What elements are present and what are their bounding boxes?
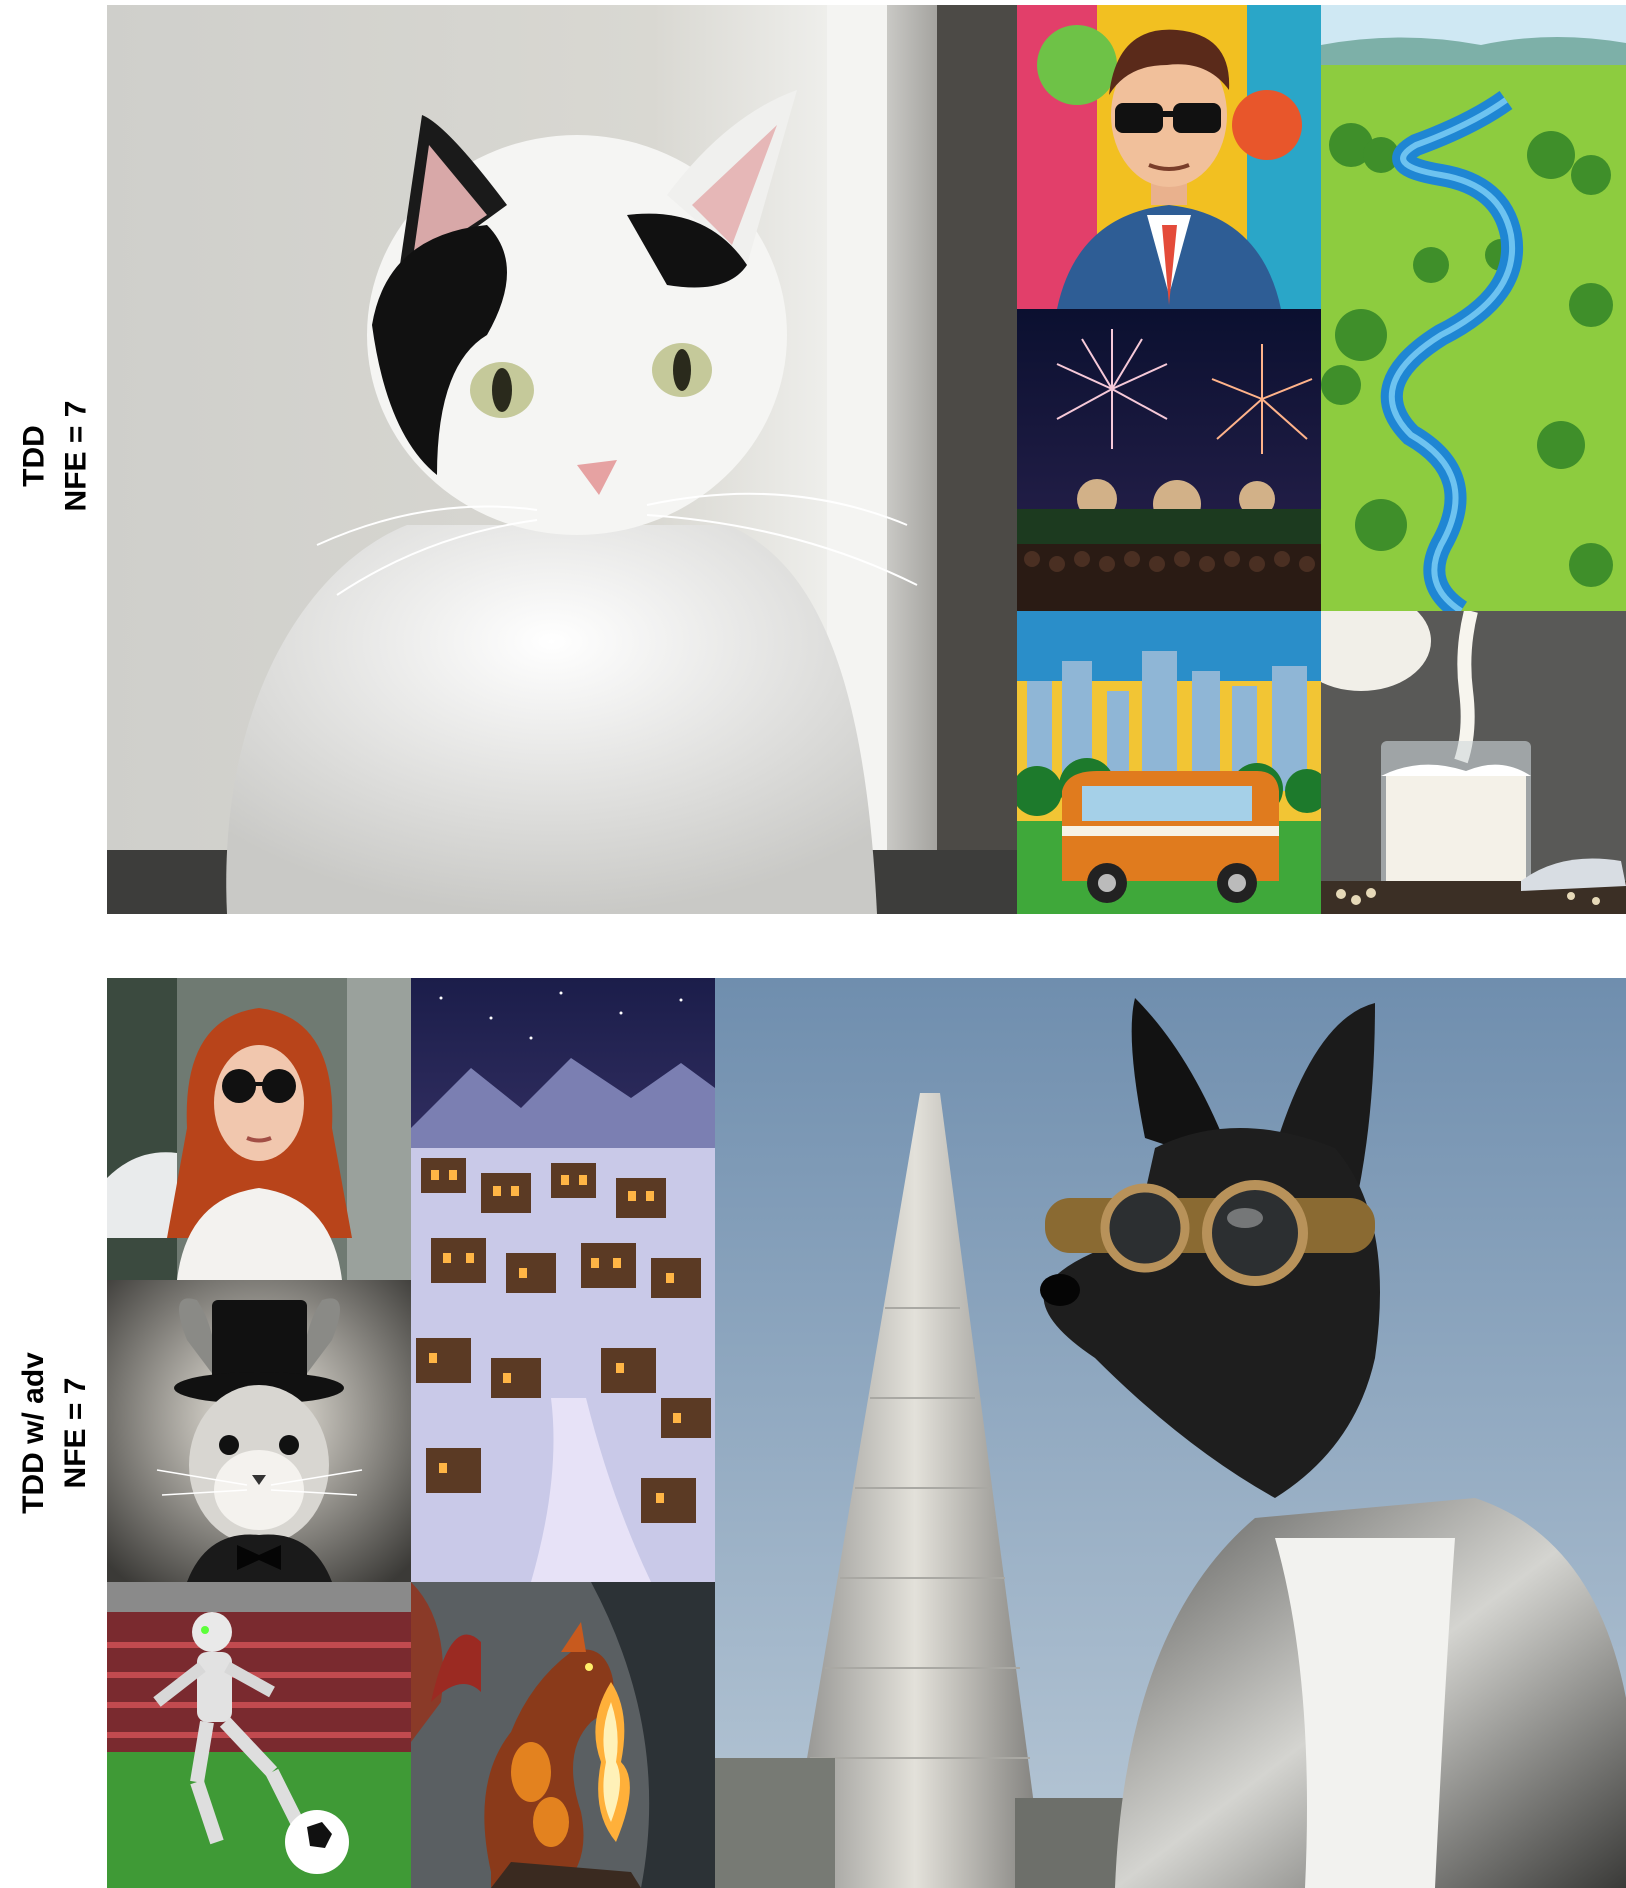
city-van-image [1017, 611, 1321, 914]
row-label-tdd-adv: TDD w/ adv NFE = 7 [0, 978, 110, 1888]
robot-soccer-image [107, 1582, 411, 1888]
dragon-image [411, 1582, 715, 1888]
row-label-line2: NFE = 7 [59, 400, 92, 512]
row-label-line1: TDD w/ adv [17, 1352, 51, 1514]
row-label-tdd: TDD NFE = 7 [0, 0, 110, 912]
cat-image [107, 5, 1017, 914]
row-label-line1: TDD [17, 425, 50, 487]
redhead-image [107, 978, 411, 1280]
river-valley-image [1321, 5, 1626, 611]
dog-aviator-image [715, 978, 1626, 1888]
milk-image [1321, 611, 1626, 914]
fireworks-image [1017, 309, 1321, 611]
snow-village-image [411, 978, 715, 1582]
rabbit-image [107, 1280, 411, 1582]
row-label-line2: NFE = 7 [59, 1377, 93, 1489]
pop-art-man-image [1017, 5, 1321, 309]
